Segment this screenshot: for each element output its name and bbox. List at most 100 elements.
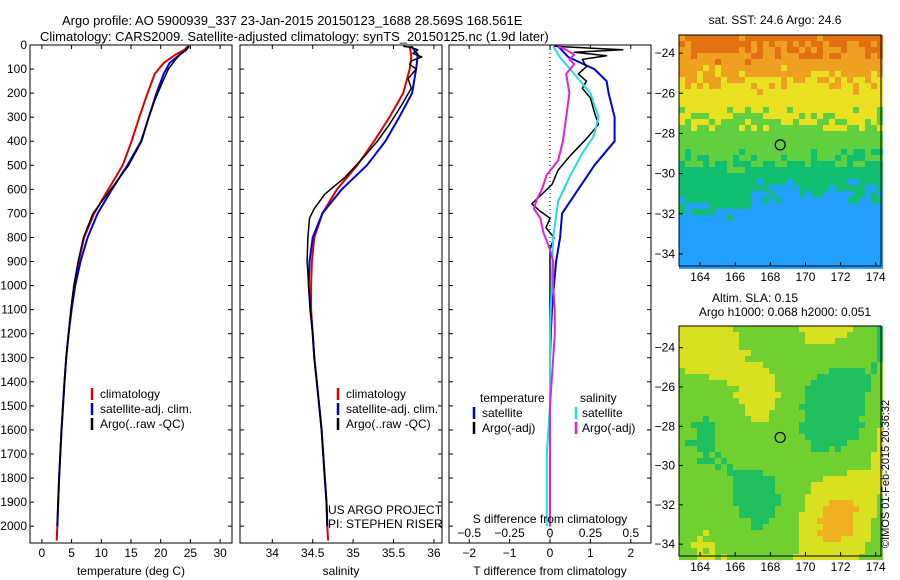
- map-cell: [739, 149, 745, 155]
- map-cell: [721, 422, 727, 428]
- map-cell: [835, 227, 841, 233]
- map-cell: [733, 410, 739, 416]
- map-cell: [733, 494, 739, 500]
- map-y-tick-label: −24: [655, 46, 676, 60]
- map-cell: [709, 35, 715, 41]
- map-cell: [751, 398, 757, 404]
- map-cell: [823, 239, 829, 245]
- map-cell: [691, 410, 697, 416]
- map-cell: [841, 446, 847, 452]
- map-cell: [685, 356, 691, 362]
- map-cell: [871, 155, 877, 161]
- map-cell: [865, 215, 871, 221]
- map-cell: [853, 506, 859, 512]
- map-cell: [721, 512, 727, 518]
- map-cell: [697, 470, 703, 476]
- x-tick-label: 34.5: [301, 546, 325, 560]
- map-cell: [763, 434, 769, 440]
- map-cell: [847, 488, 853, 494]
- map-cell: [847, 65, 853, 71]
- map-cell: [853, 398, 859, 404]
- map-cell: [799, 494, 805, 500]
- map-cell: [853, 71, 859, 77]
- map-cell: [865, 362, 871, 368]
- map-cell: [715, 71, 721, 77]
- map-cell: [793, 77, 799, 83]
- map-cell: [847, 518, 853, 524]
- map-cell: [859, 548, 865, 554]
- map-cell: [757, 155, 763, 161]
- map-cell: [703, 245, 709, 251]
- map-cell: [859, 332, 865, 338]
- map-cell: [739, 428, 745, 434]
- map-cell: [877, 227, 883, 233]
- map-cell: [781, 350, 787, 356]
- map-cell: [727, 221, 733, 227]
- map-cell: [709, 536, 715, 542]
- map-cell: [823, 251, 829, 257]
- map-cell: [805, 239, 811, 245]
- legend-label: climatology: [100, 387, 160, 401]
- map-cell: [841, 494, 847, 500]
- map-cell: [859, 422, 865, 428]
- series-line: [306, 45, 423, 527]
- map-cell: [703, 350, 709, 356]
- map-cell: [781, 464, 787, 470]
- map-cell: [811, 47, 817, 53]
- map-cell: [721, 362, 727, 368]
- map-cell: [865, 476, 871, 482]
- map-frame: [678, 34, 882, 267]
- map-cell: [691, 386, 697, 392]
- map-cell: [793, 245, 799, 251]
- sla-map: [678, 325, 883, 560]
- map-cell: [685, 392, 691, 398]
- map-cell: [739, 101, 745, 107]
- map-cell: [763, 446, 769, 452]
- map-cell: [733, 221, 739, 227]
- map-cell: [757, 554, 763, 560]
- series-line: [56, 45, 190, 527]
- map-cell: [769, 137, 775, 143]
- map-cell: [823, 344, 829, 350]
- map-cell: [721, 239, 727, 245]
- map-cell: [757, 185, 763, 191]
- map-cell: [853, 203, 859, 209]
- map-cell: [853, 197, 859, 203]
- map-cell: [715, 470, 721, 476]
- map-cell: [703, 215, 709, 221]
- map-cell: [859, 500, 865, 506]
- map-cell: [823, 149, 829, 155]
- map-cell: [727, 131, 733, 137]
- map-cell: [787, 101, 793, 107]
- map-cell: [679, 488, 685, 494]
- map-cell: [877, 59, 883, 65]
- map-cell: [751, 356, 757, 362]
- map-cell: [859, 197, 865, 203]
- map-cell: [763, 173, 769, 179]
- map-cell: [763, 326, 769, 332]
- map-cell: [727, 428, 733, 434]
- map-cell: [805, 356, 811, 362]
- map-cell: [823, 161, 829, 167]
- map-cell: [751, 470, 757, 476]
- map-cell: [745, 476, 751, 482]
- map-cell: [829, 488, 835, 494]
- map-cell: [805, 458, 811, 464]
- map-cell: [823, 245, 829, 251]
- map-cell: [823, 440, 829, 446]
- map-cell: [835, 245, 841, 251]
- map-cell: [739, 392, 745, 398]
- map-cell: [703, 47, 709, 53]
- map-cell: [871, 482, 877, 488]
- map-cell: [685, 536, 691, 542]
- map-cell: [829, 404, 835, 410]
- map-cell: [733, 227, 739, 233]
- map-cell: [793, 59, 799, 65]
- map-cell: [697, 155, 703, 161]
- map-cell: [739, 536, 745, 542]
- map-cell: [847, 77, 853, 83]
- map-cell: [793, 410, 799, 416]
- map-cell: [697, 107, 703, 113]
- map-cell: [841, 71, 847, 77]
